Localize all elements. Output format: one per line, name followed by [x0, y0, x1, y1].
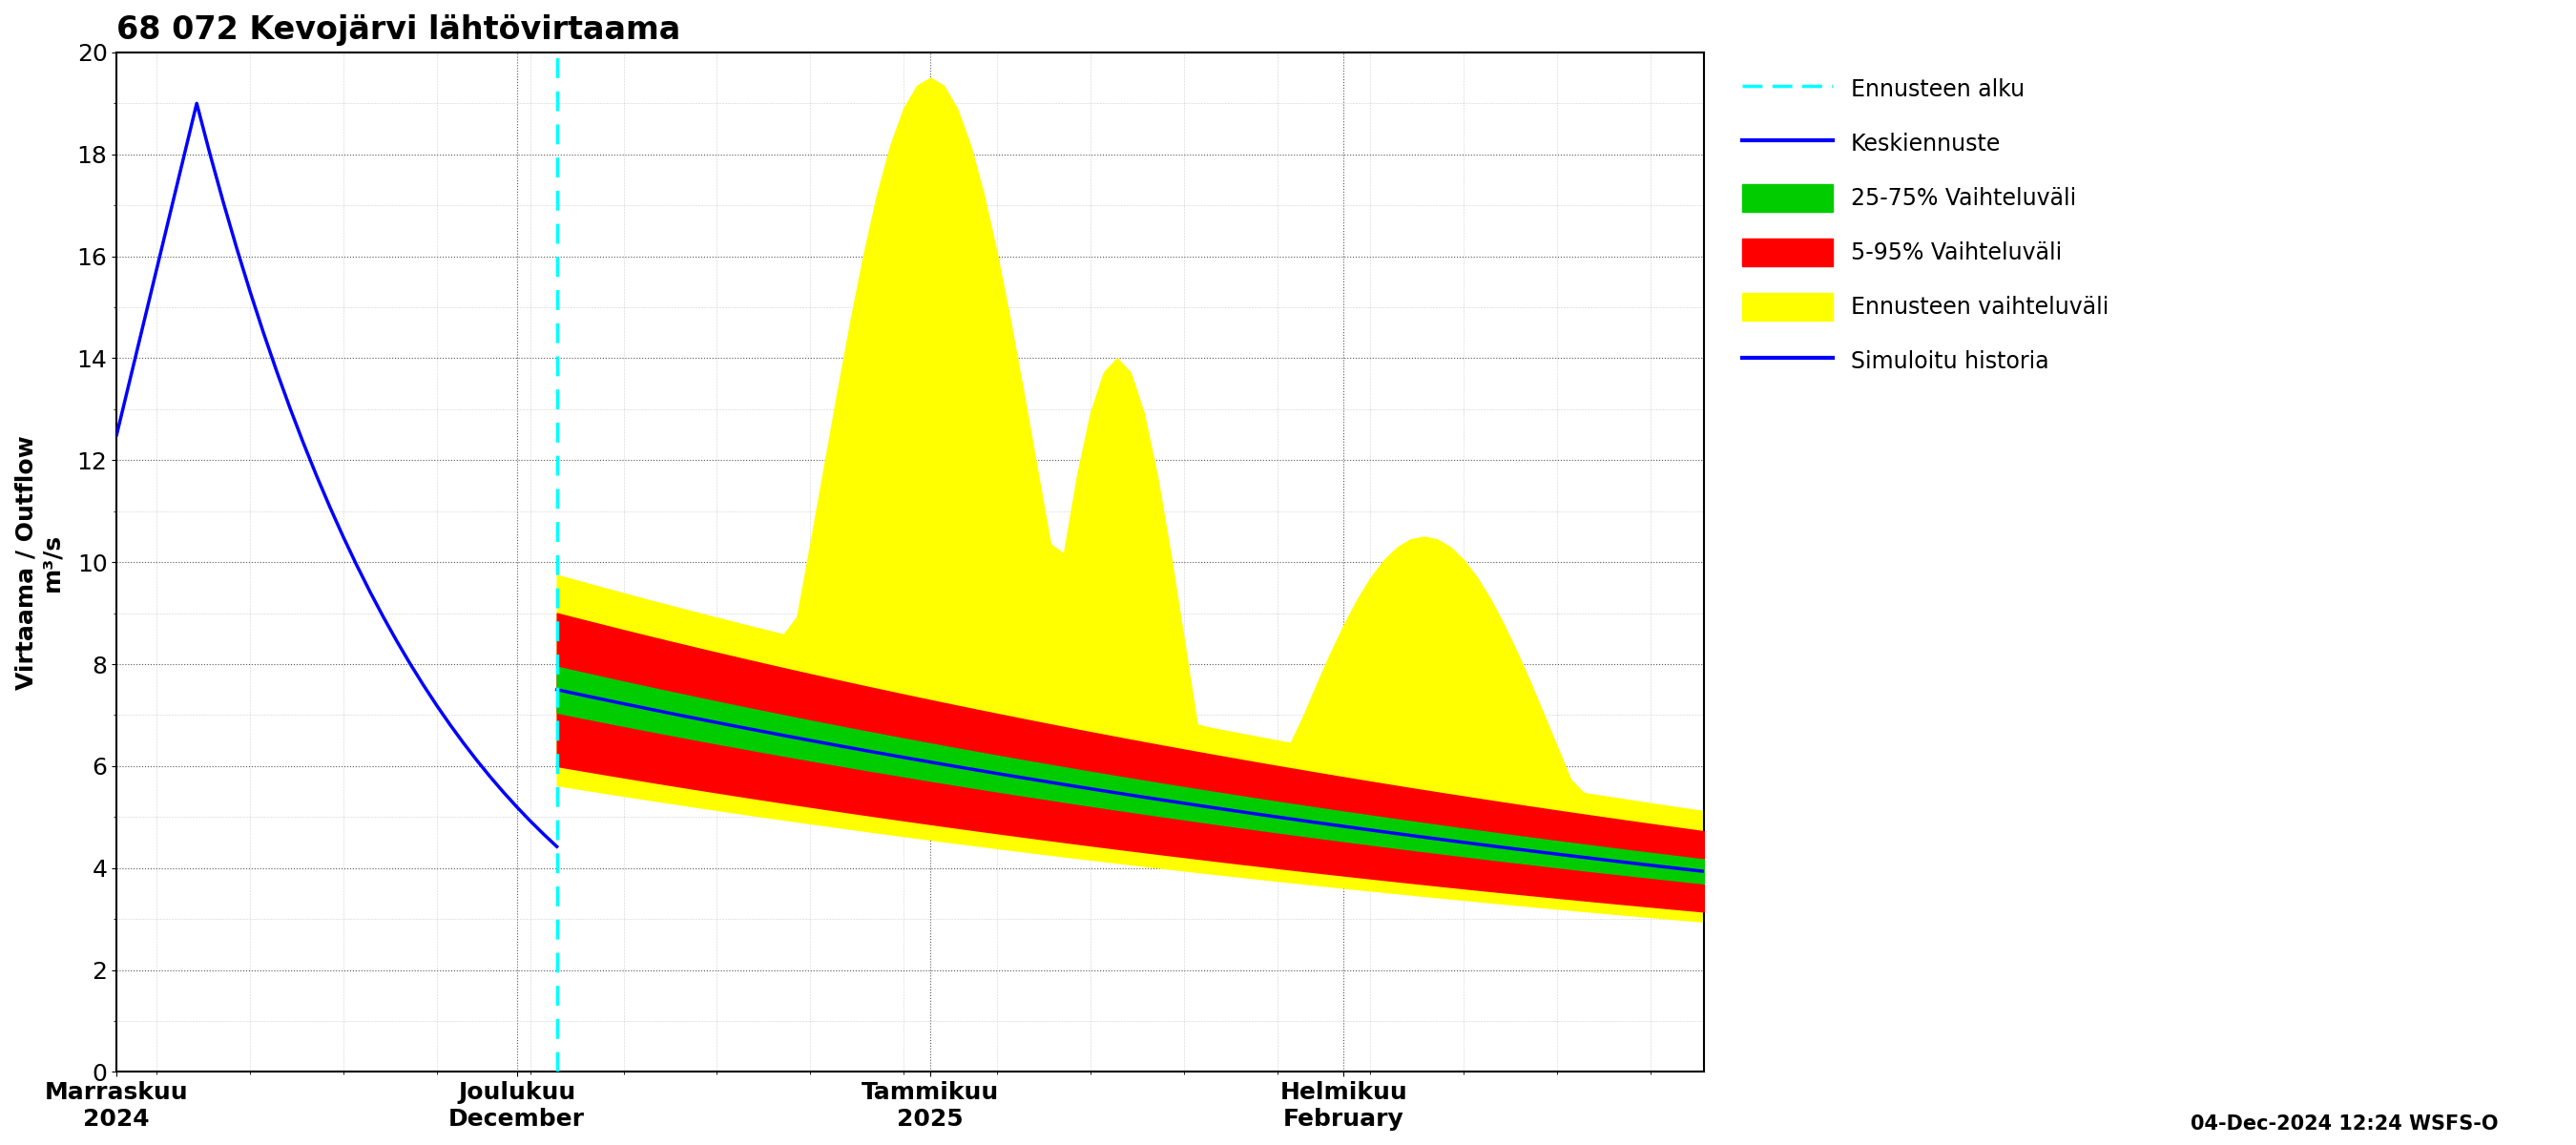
Legend: Ennusteen alku, Keskiennuste, 25-75% Vaihteluväli, 5-95% Vaihteluväli, Ennusteen: Ennusteen alku, Keskiennuste, 25-75% Vai…	[1731, 64, 2120, 386]
Y-axis label: Virtaama / Outflow
m³/s: Virtaama / Outflow m³/s	[15, 435, 64, 689]
Text: 04-Dec-2024 12:24 WSFS-O: 04-Dec-2024 12:24 WSFS-O	[2192, 1114, 2499, 1134]
Text: 68 072 Kevojärvi lähtövirtaama: 68 072 Kevojärvi lähtövirtaama	[116, 14, 680, 46]
